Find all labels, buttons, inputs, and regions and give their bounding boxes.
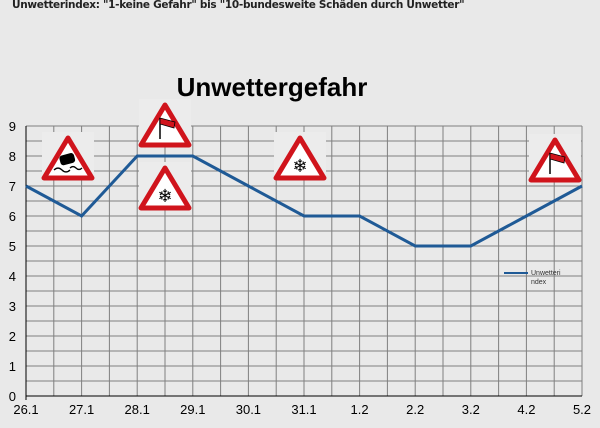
x-tick-label: 26.1 [13, 402, 38, 417]
y-tick-label: 5 [9, 239, 16, 254]
x-tick-label: 5.2 [573, 402, 591, 417]
car [59, 153, 76, 166]
sign-triangle [273, 135, 327, 181]
snowflake-glyph: ❄ [157, 186, 172, 206]
y-tick-label: 1 [9, 359, 16, 374]
x-tick-label: 29.1 [180, 402, 205, 417]
wind-sign-icon [138, 99, 192, 148]
y-tick-label: 3 [9, 299, 16, 314]
y-tick-label: 9 [9, 119, 16, 134]
x-tick-label: 27.1 [69, 402, 94, 417]
y-tick-label: 7 [9, 179, 16, 194]
sign-triangle [138, 165, 192, 211]
x-tick-label: 4.2 [517, 402, 535, 417]
snowflake-glyph: ❄ [292, 156, 307, 176]
wind-sign-icon [528, 134, 582, 183]
x-tick-label: 3.2 [462, 402, 480, 417]
y-tick-label: 2 [9, 329, 16, 344]
caption: Unwetterindex: "1-keine Gefahr" bis "10-… [12, 0, 465, 11]
slippery-road-sign-icon [41, 132, 95, 181]
legend-label: Unwetteri ndex [531, 270, 561, 286]
windsock [159, 117, 176, 129]
snow-sign-icon: ❄ [138, 162, 192, 211]
x-tick-label: 2.2 [406, 402, 424, 417]
y-tick-label: 4 [9, 269, 16, 284]
x-tick-label: 30.1 [236, 402, 261, 417]
y-tick-label: 8 [9, 149, 16, 164]
y-tick-label: 0 [9, 389, 16, 404]
y-tick-label: 6 [9, 209, 16, 224]
x-tick-label: 28.1 [125, 402, 150, 417]
x-tick-label: 31.1 [291, 402, 316, 417]
snow-sign-icon: ❄ [273, 132, 327, 181]
chart-title: Unwettergefahr [177, 72, 368, 102]
skid-marks [53, 165, 83, 173]
windsock [549, 152, 566, 164]
x-tick-label: 1.2 [351, 402, 369, 417]
